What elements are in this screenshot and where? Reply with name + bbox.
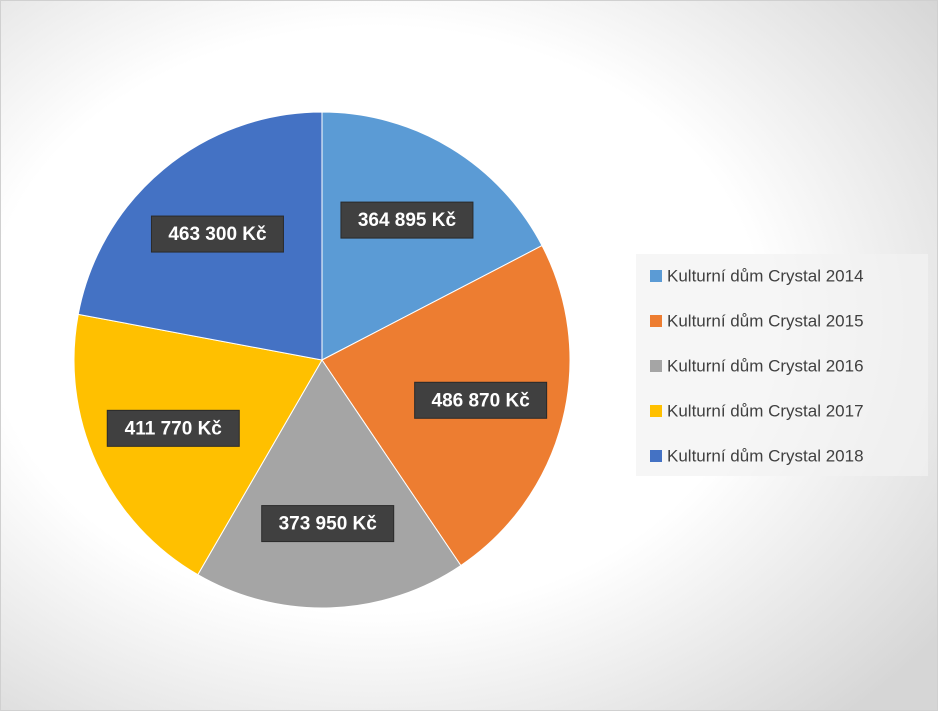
legend-swatch	[650, 360, 662, 372]
data-label-box	[150, 215, 284, 253]
legend-swatch	[650, 450, 662, 462]
legend-box	[636, 254, 928, 476]
legend-swatch	[650, 315, 662, 327]
data-label-box	[414, 381, 548, 419]
legend-label: Kulturní dům Crystal 2017	[667, 401, 864, 420]
legend-swatch	[650, 405, 662, 417]
legend-label: Kulturní dům Crystal 2016	[667, 356, 864, 375]
data-label-box	[340, 201, 474, 239]
data-label: 486 870 Kč	[432, 390, 531, 411]
data-label: 411 770 Kč	[125, 418, 223, 439]
legend-label: Kulturní dům Crystal 2015	[667, 311, 864, 330]
pie-slice	[197, 359, 462, 609]
data-label: 463 300 Kč	[168, 224, 267, 245]
legend-label: Kulturní dům Crystal 2018	[667, 446, 864, 465]
data-label-box	[261, 505, 395, 543]
data-label: 364 895 Kč	[358, 210, 457, 231]
data-label-box	[106, 409, 240, 447]
legend-swatch	[650, 270, 662, 282]
data-label: 373 950 Kč	[279, 514, 378, 535]
legend-label: Kulturní dům Crystal 2014	[667, 266, 864, 285]
